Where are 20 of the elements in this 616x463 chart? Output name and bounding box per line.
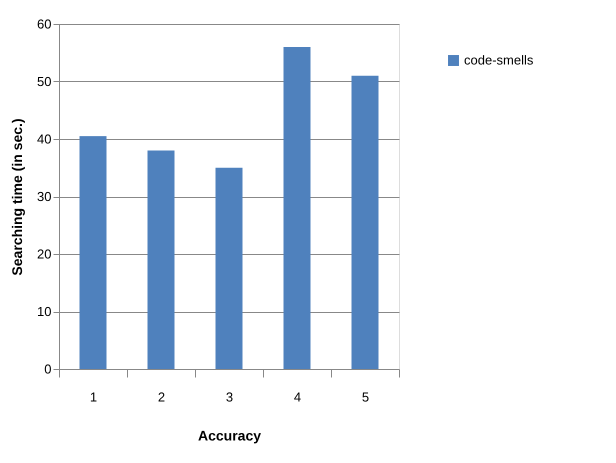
- bar: [80, 136, 106, 369]
- x-tick-label: 4: [294, 390, 302, 404]
- y-tick-label: 60: [37, 16, 52, 32]
- x-tick-label: 2: [158, 390, 166, 404]
- bar: [216, 168, 242, 369]
- y-tick-label: 50: [37, 74, 52, 89]
- x-tick-label: 1: [90, 390, 98, 404]
- y-axis-title: Searching time (in sec.): [9, 118, 26, 276]
- x-axis-title: Accuracy: [198, 428, 262, 444]
- y-tick-label: 30: [37, 189, 52, 204]
- x-tick-label: 3: [226, 390, 234, 404]
- y-tick-label: 0: [44, 362, 52, 376]
- y-tick-label: 40: [37, 132, 52, 146]
- bar: [148, 150, 174, 369]
- legend-label: code-smells: [464, 52, 534, 68]
- x-tick-label: 5: [362, 390, 370, 404]
- y-tick-label: 20: [37, 246, 52, 262]
- bar: [352, 76, 378, 369]
- bar: [284, 47, 310, 369]
- y-tick-label: 10: [37, 304, 52, 319]
